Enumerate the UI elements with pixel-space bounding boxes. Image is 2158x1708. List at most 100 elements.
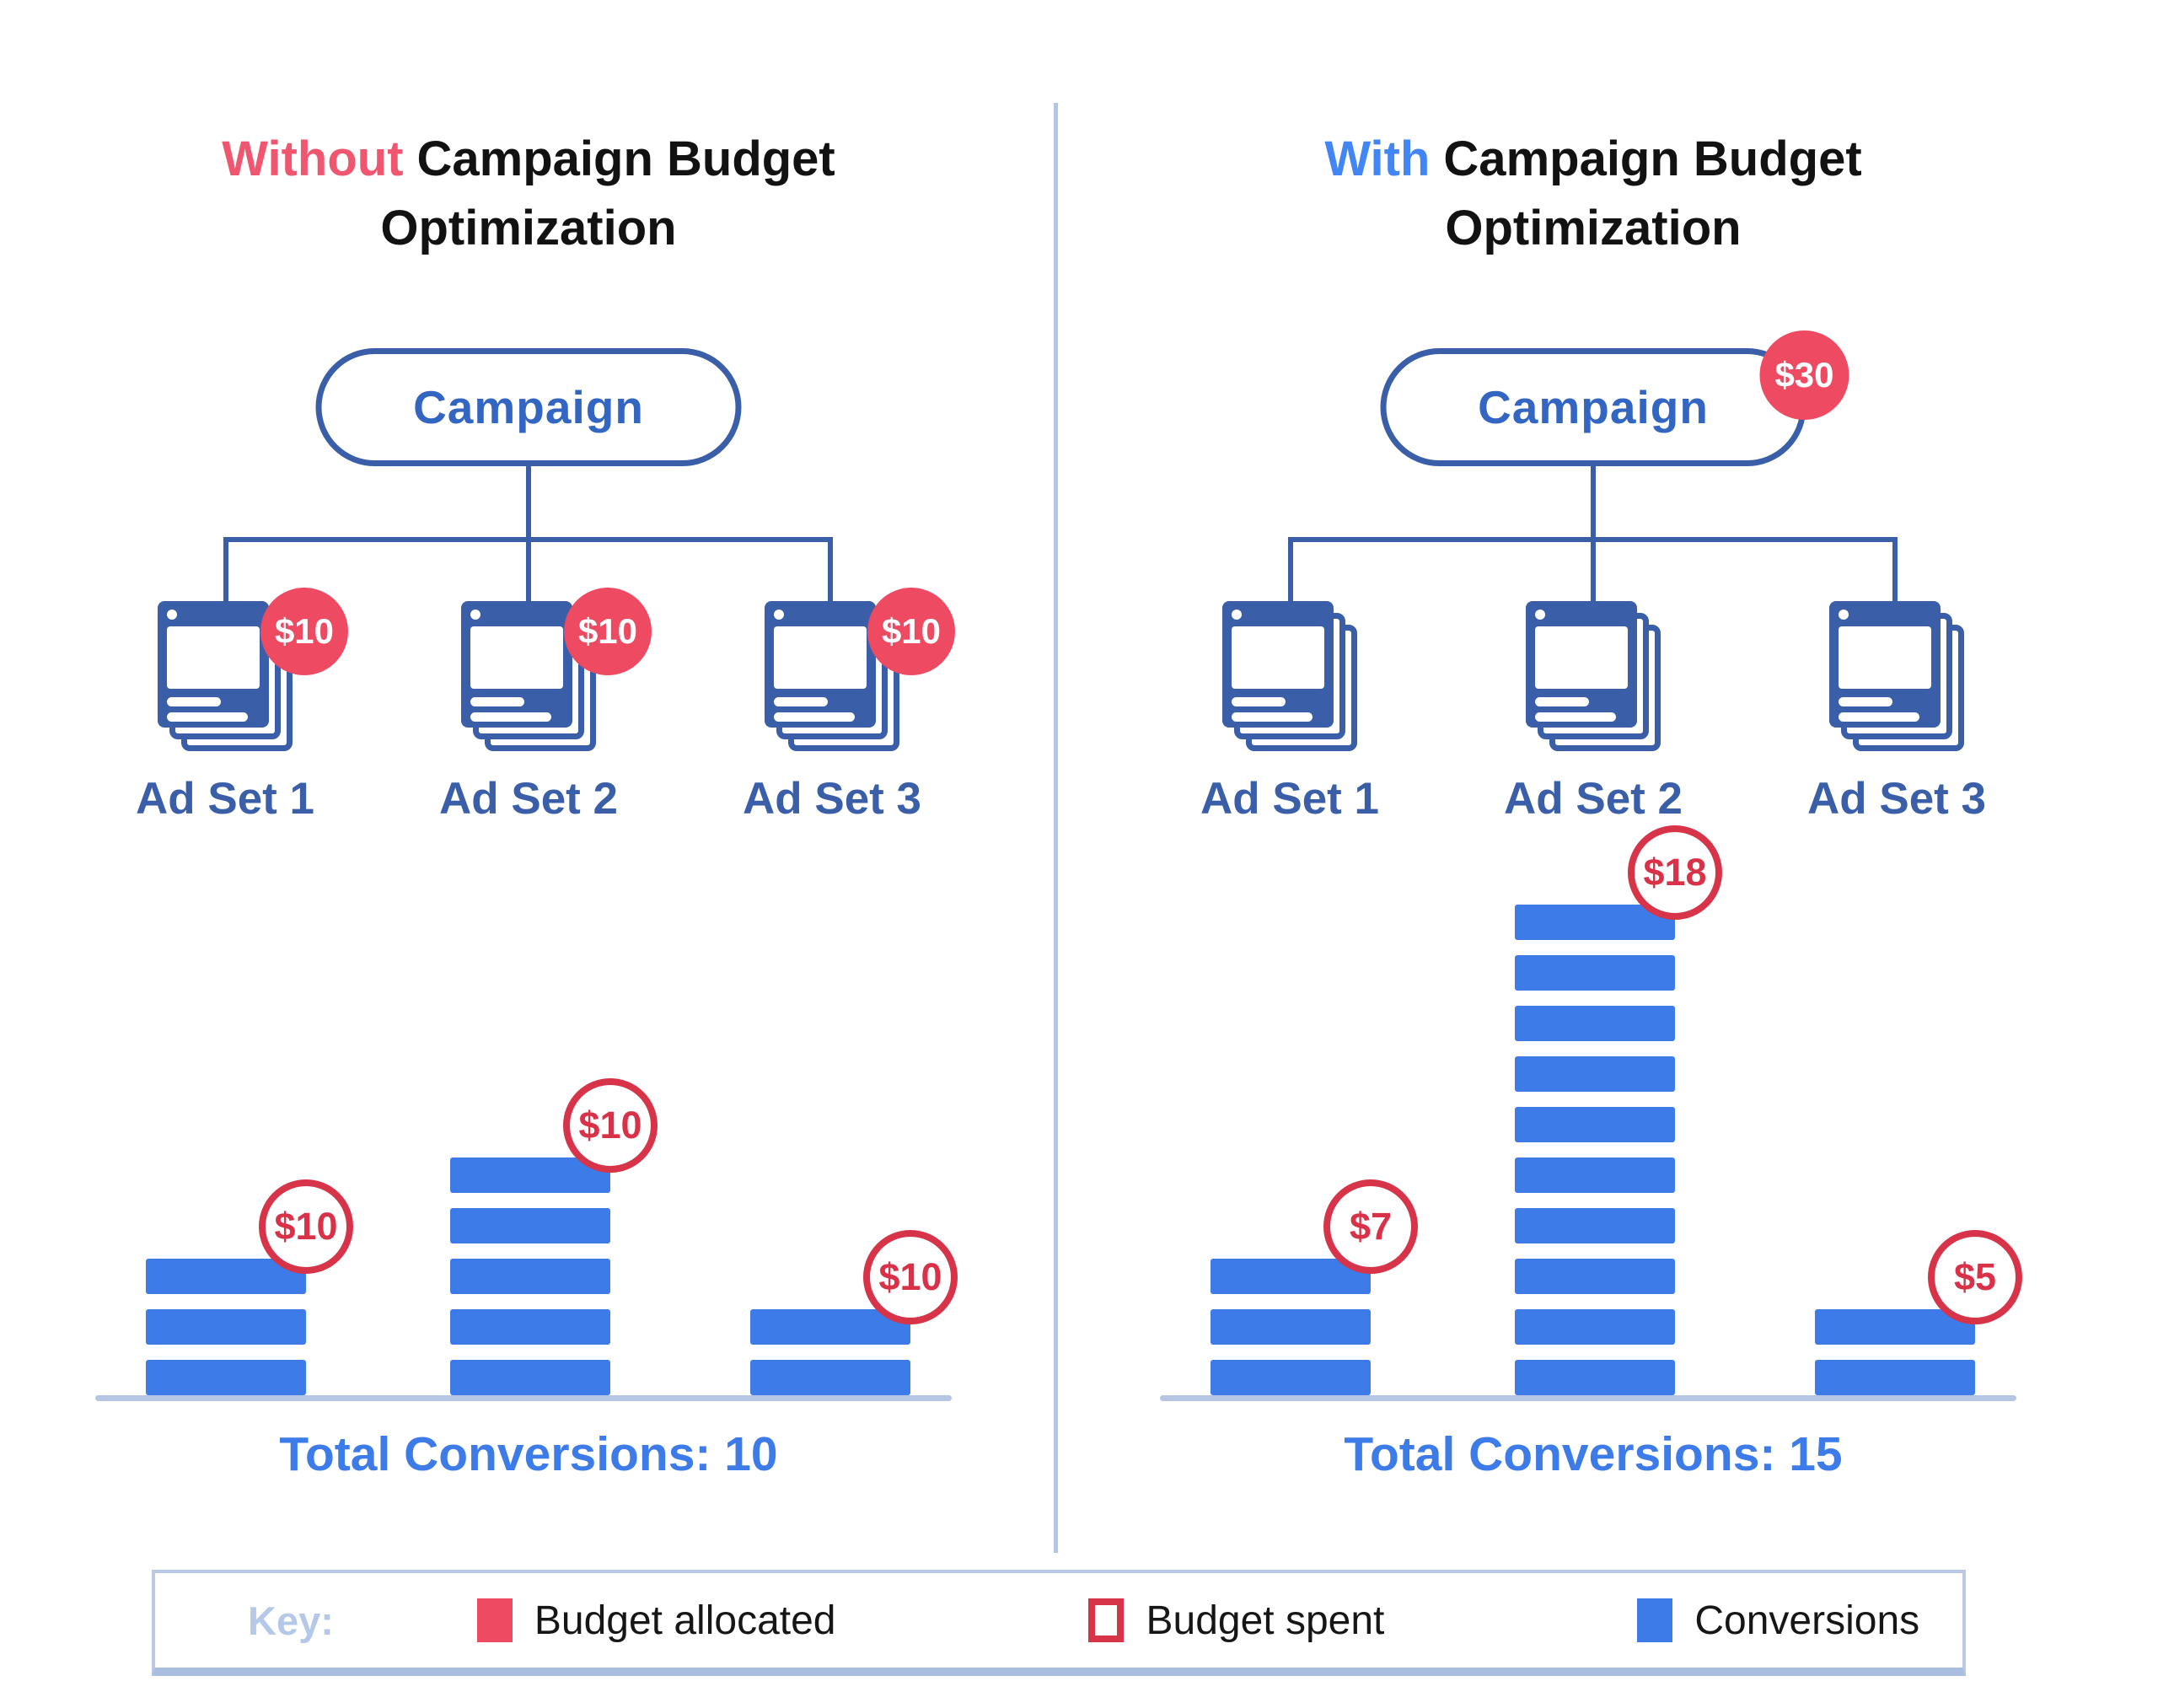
conversion-bar — [450, 1308, 610, 1345]
conversion-bar-stack — [146, 1258, 306, 1395]
ad-page-icon — [1222, 600, 1334, 728]
conversion-bar — [1515, 1207, 1675, 1243]
campaign-label: Campaign — [413, 380, 644, 433]
budget-allocated-badge: $10 — [867, 587, 955, 675]
ad-text-line — [1232, 696, 1286, 706]
ad-text-line — [470, 696, 524, 706]
campaign-label: Campaign — [1478, 380, 1709, 433]
ad-text-line — [470, 712, 551, 722]
ad-text-line — [1839, 712, 1919, 722]
ad-text-line — [1839, 696, 1892, 706]
dot-icon — [1535, 609, 1545, 620]
ad-page-icon — [1829, 600, 1941, 728]
budget-spent-badge: $7 — [1323, 1179, 1418, 1274]
tree-drop-line — [223, 536, 228, 601]
conversion-bar — [1211, 1359, 1371, 1395]
adset-pages-icon — [1222, 600, 1357, 753]
legend-key-label: Key: — [248, 1598, 334, 1643]
title-line2: Optimization — [380, 201, 677, 256]
conversion-bar — [1515, 1157, 1675, 1193]
conversion-bar — [1515, 1106, 1675, 1142]
panel-title-without: Without Campaign Budget Optimization — [65, 125, 992, 264]
adset-pages-icon — [1526, 600, 1661, 753]
campaign-row: Campaign — [65, 347, 992, 466]
conversion-bar — [1211, 1308, 1371, 1345]
legend-item-label: Conversions — [1694, 1598, 1920, 1643]
adset-pages-icon: $10 — [158, 587, 348, 753]
title-highlight: Without — [222, 132, 404, 186]
adset-label: Ad Set 3 — [742, 773, 922, 824]
budget-allocated-badge: $10 — [260, 587, 348, 675]
panel-title-with: With Campaign Budget Optimization — [1130, 125, 2057, 264]
budget-spent-swatch-icon — [1088, 1598, 1125, 1642]
budget-spent-badge: $10 — [259, 1179, 353, 1274]
conversion-bar — [1515, 954, 1675, 991]
adset-pages-icon: $10 — [461, 587, 652, 753]
adset-pages-icon: $10 — [765, 587, 955, 753]
tree-drop-line — [526, 536, 531, 601]
ad-image-placeholder — [774, 626, 867, 689]
adset-label: Ad Set 3 — [1806, 773, 1987, 824]
legend-item-label: Budget allocated — [534, 1598, 836, 1643]
campaign-node: Campaign $30 — [1380, 330, 1849, 466]
campaign-node: Campaign — [315, 347, 742, 466]
legend-item-conversions: Conversions — [1637, 1598, 1919, 1644]
conversions-swatch-icon — [1637, 1598, 1673, 1642]
panel-without-cbo: Without Campaign Budget Optimization Camp… — [65, 0, 992, 1482]
legend-item-label: Budget spent — [1146, 1598, 1385, 1643]
adset-label: Ad Set 2 — [1503, 773, 1683, 824]
campaign-budget-badge: $30 — [1759, 330, 1849, 420]
tree-stem-line — [526, 465, 531, 537]
adset-1: Ad Set 1 — [1151, 600, 1429, 824]
conversions-chart: $10 $10 $10 — [65, 841, 992, 1401]
tree-drop-line — [1288, 536, 1293, 601]
conversion-bar-stack — [1515, 904, 1675, 1395]
total-conversions: Total Conversions: 15 — [1344, 1426, 1843, 1481]
dot-icon — [774, 609, 784, 620]
adset-label: Ad Set 1 — [1200, 773, 1380, 824]
ad-text-line — [1535, 712, 1616, 722]
dot-icon — [470, 609, 480, 620]
conversion-bar — [1815, 1359, 1975, 1395]
legend-item-budget-spent: Budget spent — [1088, 1598, 1384, 1644]
budget-spent-badge: $5 — [1928, 1229, 2022, 1324]
chart-baseline — [95, 1394, 952, 1401]
conversion-bar — [450, 1207, 610, 1243]
campaign-row: Campaign $30 — [1130, 330, 2057, 466]
ad-image-placeholder — [1232, 626, 1324, 689]
ad-page-icon — [1526, 600, 1637, 728]
tree-drop-line — [1892, 536, 1898, 601]
total-conversions: Total Conversions: 10 — [279, 1426, 778, 1481]
title-highlight: With — [1324, 132, 1431, 186]
title-line2: Optimization — [1445, 201, 1742, 256]
chart-baseline — [1160, 1394, 2016, 1401]
dot-icon — [1839, 609, 1849, 620]
panel-divider — [1054, 103, 1058, 1553]
ad-page-icon — [461, 600, 572, 728]
budget-spent-badge: $10 — [563, 1077, 658, 1173]
conversion-bar — [1515, 1359, 1675, 1395]
adset-1: $10 Ad Set 1 — [86, 587, 364, 824]
conversion-bar — [1515, 1308, 1675, 1345]
adset-pages-icon — [1829, 600, 1964, 753]
tree-drop-line — [828, 536, 833, 601]
ad-page-icon — [765, 600, 876, 728]
ad-text-line — [1535, 696, 1589, 706]
title-rest: Campaign Budget — [1443, 132, 1862, 186]
conversion-bar — [450, 1359, 610, 1395]
conversion-bar — [1515, 1258, 1675, 1294]
conversion-bar-stack — [1815, 1308, 1975, 1395]
budget-spent-badge: $18 — [1628, 824, 1722, 920]
conversion-bar — [146, 1359, 306, 1395]
dot-icon — [1232, 609, 1242, 620]
tree-connector — [65, 465, 992, 601]
ad-text-line — [167, 696, 221, 706]
conversion-bar — [750, 1359, 910, 1395]
adset-label: Ad Set 2 — [438, 773, 619, 824]
ad-image-placeholder — [1535, 626, 1628, 689]
ad-page-icon — [158, 600, 269, 728]
adset-2: $10 Ad Set 2 — [389, 587, 668, 824]
conversion-bar — [1515, 1055, 1675, 1092]
panel-with-cbo: With Campaign Budget Optimization Campaig… — [1130, 0, 2057, 1482]
